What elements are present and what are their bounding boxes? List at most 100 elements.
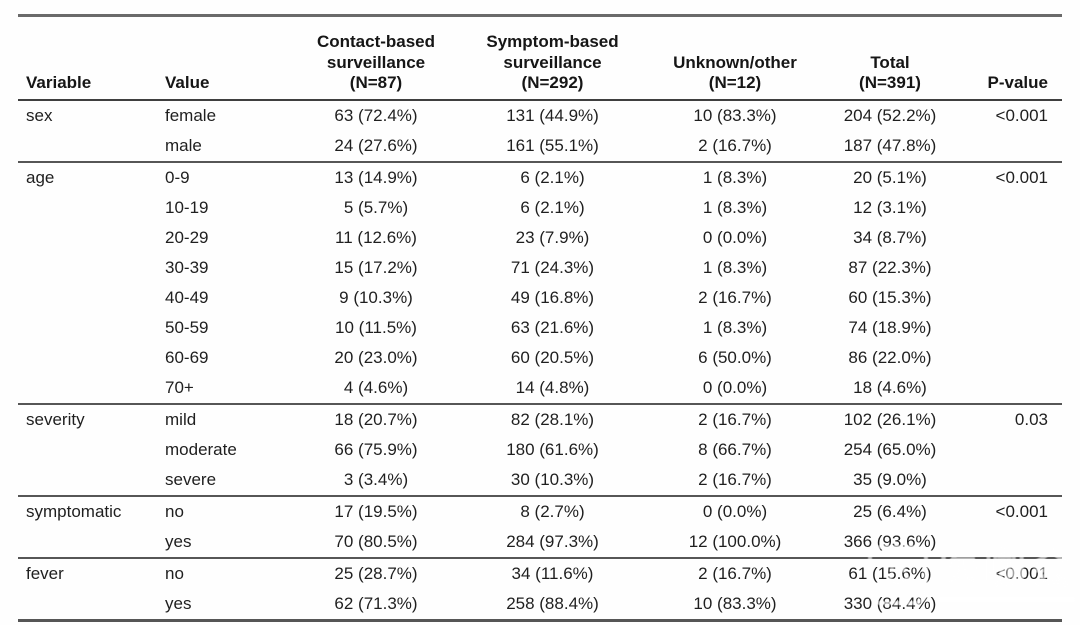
cell-pvalue xyxy=(955,253,1062,283)
cell-pvalue xyxy=(955,373,1062,404)
column-header-variable: Variable xyxy=(18,15,150,101)
cell-contact: 4 (4.6%) xyxy=(343,378,409,397)
cell-symptom: 82 (28.1%) xyxy=(460,403,645,435)
cell-symptom: 63 (21.6%) xyxy=(510,318,595,337)
cell-pvalue xyxy=(955,193,1062,223)
cell-symptom: 284 (97.3%) xyxy=(506,532,599,551)
cell-value: 10-19 xyxy=(165,198,209,217)
cell-value: severe xyxy=(165,470,217,489)
cell-variable: symptomatic xyxy=(18,495,150,527)
cell-variable xyxy=(18,223,150,253)
cell-value: female xyxy=(165,106,217,125)
cell-value: yes xyxy=(150,589,292,622)
cell-total: 87 (22.3%) xyxy=(848,258,932,277)
cell-variable xyxy=(18,131,150,162)
cell-variable xyxy=(18,435,150,465)
column-header-symptom: Symptom-based surveillance (N=292) xyxy=(460,15,645,101)
column-header-contact: Contact-based surveillance (N=87) xyxy=(292,15,460,101)
cell-pvalue xyxy=(955,343,1062,373)
cell-symptom: 71 (24.3%) xyxy=(510,258,595,277)
cell-value: 50-59 xyxy=(165,318,209,337)
cell-contact: 25 (28.7%) xyxy=(292,557,460,589)
cell-unknown: 2 (16.7%) xyxy=(698,288,772,307)
table-body: sex female 63 (72.4%) 131 (44.9%) 10 (83.3%)… xyxy=(18,100,1062,622)
cell-contact: 11 (12.6%) xyxy=(335,228,417,247)
cell-pvalue: 0.03 xyxy=(955,403,1062,435)
cell-pvalue xyxy=(955,283,1062,313)
cell-pvalue: <0.001 xyxy=(955,495,1062,527)
cell-total: 35 (9.0%) xyxy=(853,470,927,489)
column-header-unknown: Unknown/other (N=12) xyxy=(645,15,825,101)
cell-symptom: 161 (55.1%) xyxy=(506,136,599,155)
cell-pvalue xyxy=(955,527,1062,558)
cell-unknown: 1 (8.3%) xyxy=(702,318,768,337)
cell-unknown: 2 (16.7%) xyxy=(698,136,772,155)
column-header-value: Value xyxy=(150,15,292,101)
cell-pvalue xyxy=(955,223,1062,253)
cell-value: 0-9 xyxy=(150,161,292,193)
cell-contact: 17 (19.5%) xyxy=(292,495,460,527)
cell-contact: 18 (20.7%) xyxy=(292,403,460,435)
table-row-age-70+: 70+ 4 (4.6%) 14 (4.8%) 0 (0.0%) 18 (4.6%) xyxy=(18,373,1062,404)
cell-pvalue xyxy=(955,313,1062,343)
cell-symptom: 60 (20.5%) xyxy=(510,348,595,367)
cell-unknown: 0 (0.0%) xyxy=(645,495,825,527)
cell-total: 254 (65.0%) xyxy=(843,440,937,459)
cell-total: 102 (26.1%) xyxy=(825,403,955,435)
cell-variable: age xyxy=(18,161,150,193)
table-row-fever-no: fever no 25 (28.7%) 34 (11.6%) 2 (16.7%) 61 (… xyxy=(18,557,1062,589)
cell-value: 40-49 xyxy=(165,288,209,307)
cell-variable xyxy=(18,283,150,313)
table-row-age-40-49: 40-49 9 (10.3%) 49 (16.8%) 2 (16.7%) 60 (15.… xyxy=(18,283,1062,313)
baseline-characteristics-table: Variable Value Contact-based surveillance … xyxy=(18,14,1062,622)
cell-pvalue xyxy=(955,435,1062,465)
cell-unknown: 6 (50.0%) xyxy=(698,348,772,367)
cell-pvalue: <0.001 xyxy=(955,161,1062,193)
cell-value: yes xyxy=(165,532,192,551)
cell-pvalue: <0.001 xyxy=(955,557,1062,589)
cell-contact: 70 (80.5%) xyxy=(334,532,418,551)
cell-symptom: 34 (11.6%) xyxy=(460,557,645,589)
cell-unknown: 0 (0.0%) xyxy=(702,228,768,247)
table-row-symptomatic-yes: yes 70 (80.5%) 284 (97.3%) 12 (100.0%) 366 (… xyxy=(18,527,1062,558)
cell-unknown: 0 (0.0%) xyxy=(702,378,768,397)
cell-variable xyxy=(18,373,150,404)
cell-pvalue xyxy=(955,589,1062,622)
cell-variable: fever xyxy=(18,557,150,589)
cell-unknown: 2 (16.7%) xyxy=(645,403,825,435)
cell-contact: 66 (75.9%) xyxy=(334,440,418,459)
cell-total: 60 (15.3%) xyxy=(848,288,932,307)
cell-contact: 5 (5.7%) xyxy=(343,198,409,217)
cell-variable xyxy=(18,193,150,223)
cell-value: no xyxy=(150,557,292,589)
table-row-sex-female: sex female 63 (72.4%) 131 (44.9%) 10 (83.3%)… xyxy=(18,100,1062,131)
cell-total: 204 (52.2%) xyxy=(843,106,937,125)
cell-variable xyxy=(18,465,150,496)
cell-contact: 20 (23.0%) xyxy=(334,348,418,367)
table-row-age-0-9: age 0-9 13 (14.9%) 6 (2.1%) 1 (8.3%) 20 (5.1%… xyxy=(18,161,1062,193)
cell-symptom: 8 (2.7%) xyxy=(460,495,645,527)
cell-contact: 15 (17.2%) xyxy=(334,258,418,277)
cell-variable xyxy=(18,253,150,283)
cell-symptom: 30 (10.3%) xyxy=(510,470,595,489)
cell-variable: sex xyxy=(26,106,53,125)
cell-value: mild xyxy=(150,403,292,435)
cell-unknown: 8 (66.7%) xyxy=(698,440,772,459)
cell-contact: 62 (71.3%) xyxy=(292,589,460,622)
cell-unknown: 1 (8.3%) xyxy=(702,198,768,217)
table-row-age-50-59: 50-59 10 (11.5%) 63 (21.6%) 1 (8.3%) 74 (18.… xyxy=(18,313,1062,343)
table-row-severity-mild: severity mild 18 (20.7%) 82 (28.1%) 2 (16.7%… xyxy=(18,403,1062,435)
table-row-age-10-19: 10-19 5 (5.7%) 6 (2.1%) 1 (8.3%) 12 (3.1%) xyxy=(18,193,1062,223)
cell-total: 25 (6.4%) xyxy=(825,495,955,527)
table-row-fever-yes: yes 62 (71.3%) 258 (88.4%) 10 (83.3%) 330 (8… xyxy=(18,589,1062,622)
cell-unknown: 1 (8.3%) xyxy=(645,161,825,193)
table-row-severity-severe: severe 3 (3.4%) 30 (10.3%) 2 (16.7%) 35 (9.0… xyxy=(18,465,1062,496)
table-row-symptomatic-no: symptomatic no 17 (19.5%) 8 (2.7%) 0 (0.0%) 2… xyxy=(18,495,1062,527)
cell-total: 61 (15.6%) xyxy=(825,557,955,589)
cell-contact: 63 (72.4%) xyxy=(334,106,418,125)
cell-symptom: 6 (2.1%) xyxy=(460,161,645,193)
cell-contact: 24 (27.6%) xyxy=(334,136,418,155)
cell-total: 18 (4.6%) xyxy=(853,378,927,397)
cell-contact: 13 (14.9%) xyxy=(292,161,460,193)
